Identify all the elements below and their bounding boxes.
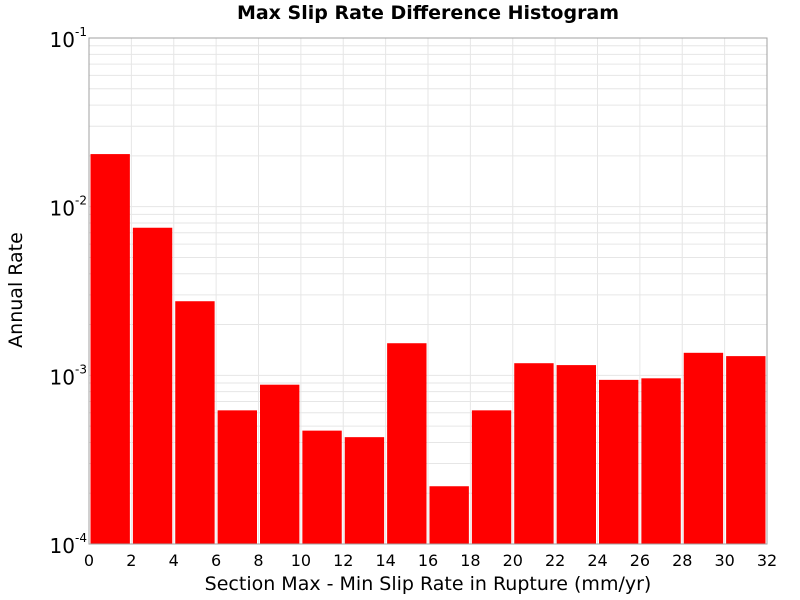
x-tick-label: 14 [375, 551, 395, 570]
plot-border [88, 37, 768, 545]
x-tick-label: 12 [333, 551, 353, 570]
histogram-bar [683, 352, 724, 544]
histogram-bar [302, 430, 342, 544]
y-tick-label: 10 [50, 365, 75, 389]
histogram-bar [429, 486, 469, 544]
y-tick-exponent: -3 [75, 362, 87, 376]
x-tick-label: 24 [587, 551, 607, 570]
y-tick-label: 10 [50, 197, 75, 221]
chart-title: Max Slip Rate Difference Histogram [236, 2, 620, 24]
x-tick-label: 26 [630, 551, 650, 570]
histogram-bar [175, 301, 215, 544]
y-tick-exponent: -4 [75, 531, 87, 545]
histogram-bar [132, 227, 173, 544]
x-tick-label: 18 [460, 551, 480, 570]
x-tick-label: 16 [418, 551, 438, 570]
x-tick-label: 30 [714, 551, 734, 570]
y-tick-labels: 10-410-310-210-1 [50, 25, 87, 558]
y-tick-label: 10 [50, 534, 75, 558]
x-tick-label: 6 [211, 551, 221, 570]
histogram-bar [344, 437, 385, 544]
y-tick-label: 10 [50, 28, 75, 52]
y-tick-exponent: -1 [75, 25, 87, 39]
x-tick-label: 2 [126, 551, 136, 570]
histogram-bar [471, 410, 512, 544]
x-tick-label: 32 [757, 551, 777, 570]
histogram-bar [556, 365, 596, 544]
x-tick-label: 4 [169, 551, 179, 570]
histogram-bar [641, 378, 681, 544]
histogram-bar [726, 356, 766, 544]
histogram-bar [90, 154, 130, 545]
histogram-bar [260, 384, 300, 544]
x-tick-label: 20 [503, 551, 523, 570]
x-tick-label: 8 [253, 551, 263, 570]
bars [90, 154, 766, 545]
x-tick-label: 0 [84, 551, 94, 570]
x-tick-label: 28 [672, 551, 692, 570]
y-tick-exponent: -2 [75, 194, 87, 208]
histogram-bar [387, 343, 427, 544]
x-tick-label: 10 [291, 551, 311, 570]
x-axis-title: Section Max - Min Slip Rate in Rupture (… [205, 573, 652, 595]
histogram-bar [217, 410, 257, 544]
x-tick-labels: 0 2 4 6 8 10 12 14 16 18 20 22 24 26 28 30 32 [84, 551, 777, 570]
x-tick-label: 22 [545, 551, 565, 570]
histogram-bar [514, 363, 554, 544]
histogram-bar [599, 379, 639, 544]
y-axis-title: Annual Rate [5, 232, 27, 348]
